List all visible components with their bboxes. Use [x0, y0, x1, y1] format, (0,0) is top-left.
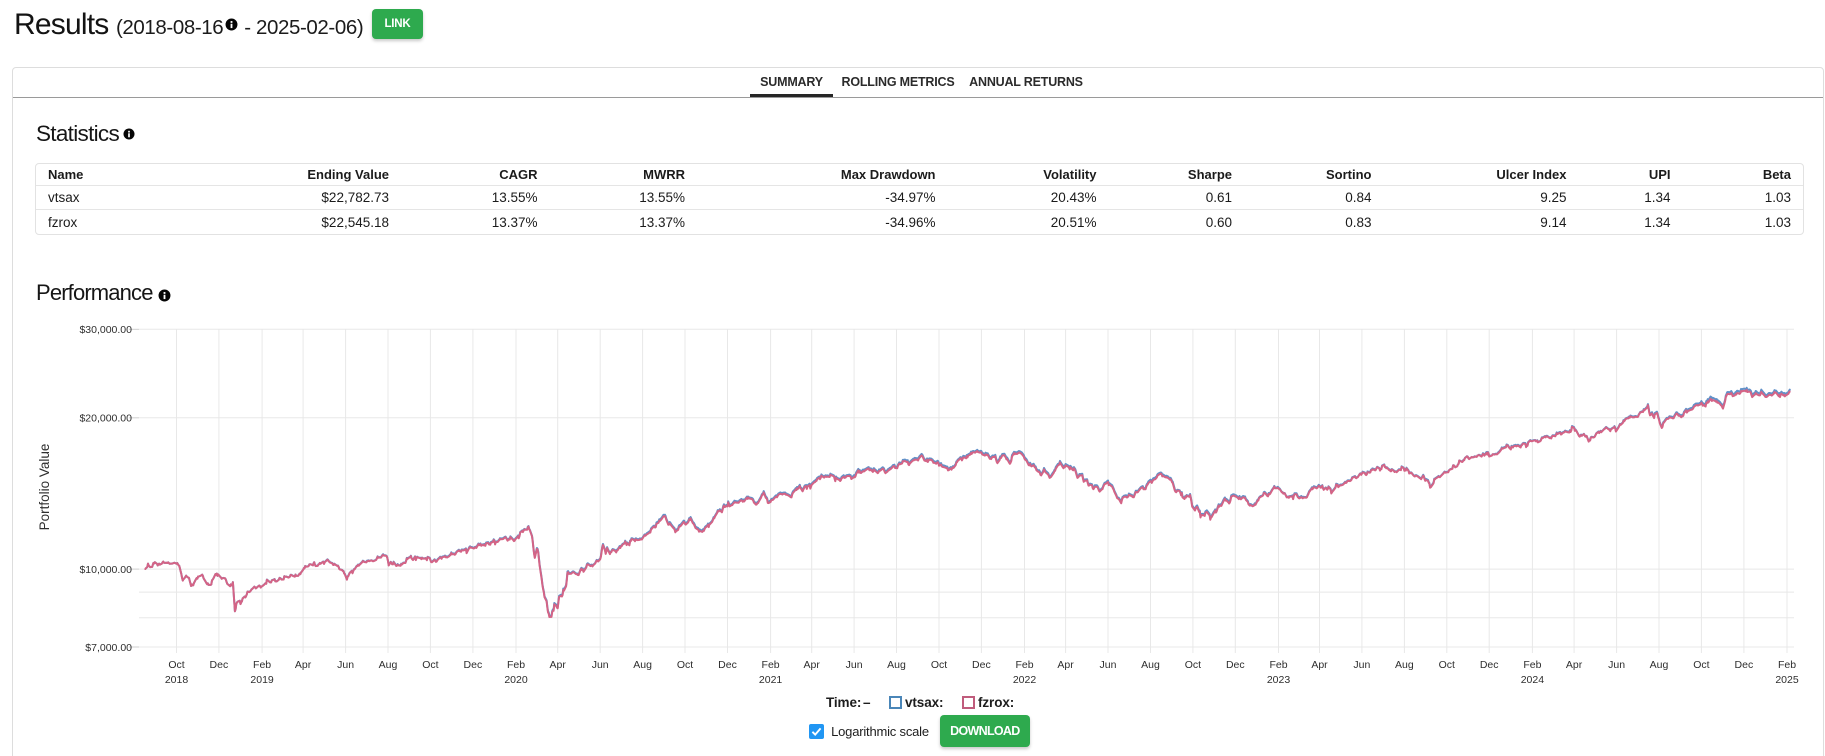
svg-text:Feb: Feb [1015, 659, 1033, 671]
svg-text:Feb: Feb [253, 659, 271, 671]
svg-text:$7,000.00: $7,000.00 [85, 642, 132, 654]
svg-text:Jun: Jun [337, 659, 354, 671]
svg-text:Oct: Oct [1693, 659, 1709, 671]
svg-text:Feb: Feb [1269, 659, 1287, 671]
svg-text:2021: 2021 [759, 674, 783, 686]
svg-text:Oct: Oct [931, 659, 947, 671]
svg-text:2024: 2024 [1521, 674, 1545, 686]
svg-text:Dec: Dec [1226, 659, 1245, 671]
svg-text:Feb: Feb [507, 659, 525, 671]
svg-text:Aug: Aug [379, 659, 398, 671]
svg-text:Aug: Aug [1141, 659, 1160, 671]
svg-text:Jun: Jun [592, 659, 609, 671]
svg-text:$10,000.00: $10,000.00 [79, 564, 132, 576]
svg-text:Dec: Dec [1735, 659, 1754, 671]
svg-text:$30,000.00: $30,000.00 [79, 324, 132, 336]
svg-text:Oct: Oct [1439, 659, 1455, 671]
svg-text:Oct: Oct [677, 659, 693, 671]
svg-text:2019: 2019 [250, 674, 274, 686]
svg-text:Jun: Jun [1353, 659, 1370, 671]
svg-text:Aug: Aug [1650, 659, 1669, 671]
svg-text:Apr: Apr [804, 659, 821, 671]
svg-text:Aug: Aug [633, 659, 652, 671]
svg-text:$20,000.00: $20,000.00 [79, 413, 132, 425]
svg-text:Apr: Apr [550, 659, 567, 671]
svg-text:Jun: Jun [1608, 659, 1625, 671]
svg-text:Aug: Aug [1395, 659, 1414, 671]
svg-text:Aug: Aug [887, 659, 906, 671]
svg-text:Dec: Dec [1480, 659, 1499, 671]
svg-text:2023: 2023 [1267, 674, 1291, 686]
svg-text:Oct: Oct [168, 659, 184, 671]
svg-text:Apr: Apr [1057, 659, 1074, 671]
svg-text:Feb: Feb [762, 659, 780, 671]
svg-text:Dec: Dec [972, 659, 991, 671]
svg-text:Feb: Feb [1778, 659, 1796, 671]
svg-text:Oct: Oct [422, 659, 438, 671]
svg-text:Jun: Jun [846, 659, 863, 671]
svg-text:Dec: Dec [464, 659, 483, 671]
svg-text:2025: 2025 [1775, 674, 1799, 686]
svg-text:2018: 2018 [165, 674, 189, 686]
svg-text:2020: 2020 [504, 674, 528, 686]
svg-text:Oct: Oct [1185, 659, 1201, 671]
svg-text:Apr: Apr [295, 659, 312, 671]
svg-text:Feb: Feb [1523, 659, 1541, 671]
svg-text:Apr: Apr [1311, 659, 1328, 671]
svg-text:Dec: Dec [210, 659, 229, 671]
svg-text:Apr: Apr [1566, 659, 1583, 671]
svg-text:2022: 2022 [1013, 674, 1037, 686]
svg-text:Jun: Jun [1100, 659, 1117, 671]
svg-text:Dec: Dec [718, 659, 737, 671]
svg-text:Portfolio Value: Portfolio Value [37, 444, 52, 531]
